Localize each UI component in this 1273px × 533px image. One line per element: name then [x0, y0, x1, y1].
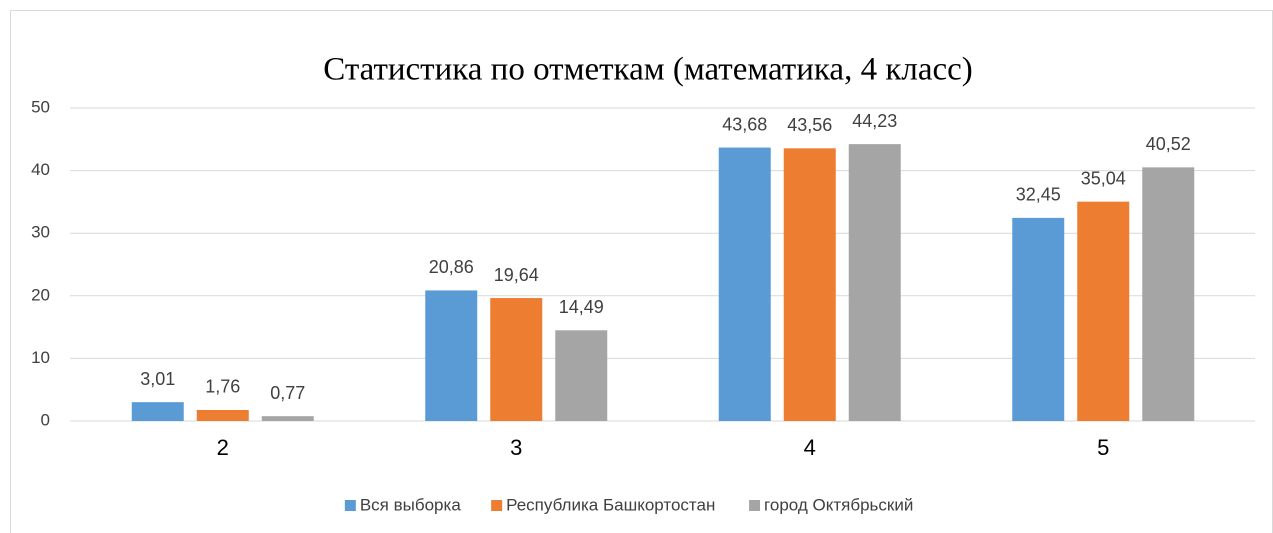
value-label: 43,56 [787, 115, 832, 135]
legend-swatch [749, 500, 761, 511]
bar [783, 148, 836, 422]
chart-title: Статистика по отметкам (математика, 4 кл… [323, 52, 973, 88]
y-tick-label: 40 [31, 160, 50, 179]
bar [131, 402, 184, 421]
value-label: 44,23 [852, 111, 897, 131]
legend-swatch [344, 500, 356, 511]
bar [555, 330, 608, 421]
x-tick-label: 2 [217, 435, 229, 460]
value-label: 14,49 [559, 297, 604, 317]
x-tick-label: 4 [804, 435, 816, 460]
x-tick-label: 5 [1097, 435, 1109, 460]
x-tick-label: 3 [510, 435, 522, 460]
legend-label: город Октябрьский [764, 495, 913, 514]
y-tick-label: 20 [31, 285, 50, 304]
y-tick-label: 30 [31, 223, 50, 242]
y-tick-label: 0 [41, 410, 50, 429]
value-label: 43,68 [722, 114, 767, 134]
value-label: 1,76 [205, 377, 240, 397]
bar [490, 298, 543, 421]
bar [1142, 167, 1195, 421]
legend-swatch [491, 500, 503, 511]
value-label: 32,45 [1016, 185, 1061, 205]
value-label: 3,01 [140, 369, 175, 389]
legend-label: Республика Башкортостан [506, 495, 715, 514]
bar [1012, 217, 1065, 421]
bar [196, 409, 249, 421]
bar [425, 290, 478, 421]
bar [848, 144, 901, 422]
bar [1077, 201, 1130, 421]
value-label: 19,64 [494, 265, 539, 285]
y-tick-label: 10 [31, 348, 50, 367]
value-label: 40,52 [1146, 134, 1191, 154]
value-label: 0,77 [270, 383, 305, 403]
legend-label: Вся выборка [360, 495, 461, 514]
value-label: 35,04 [1081, 168, 1126, 188]
y-tick-label: 50 [31, 97, 50, 116]
bar [718, 147, 771, 421]
bar [261, 416, 314, 421]
value-label: 20,86 [429, 257, 474, 277]
